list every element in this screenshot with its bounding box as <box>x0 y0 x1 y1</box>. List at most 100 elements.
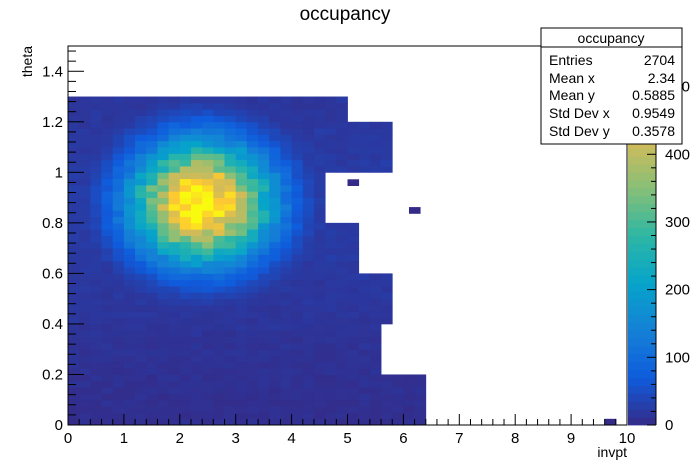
colorbar-segment <box>628 409 656 418</box>
heatmap-cell <box>224 317 237 325</box>
heatmap-cell <box>291 399 304 407</box>
heatmap-cell <box>213 368 225 375</box>
heatmap-cell <box>90 361 102 369</box>
heatmap-cell <box>101 159 114 167</box>
y-axis: 00.20.40.60.811.21.4 <box>42 50 84 434</box>
heatmap-cell <box>347 140 360 148</box>
heatmap-cell <box>313 191 326 198</box>
heatmap-cell <box>313 235 326 243</box>
heatmap-cell <box>90 172 102 180</box>
heatmap-cell <box>157 241 170 249</box>
heatmap-cell <box>258 166 270 173</box>
heatmap-cell <box>347 298 360 306</box>
heatmap-cell <box>168 178 181 186</box>
heatmap-cell <box>313 121 326 129</box>
heatmap-cell <box>190 418 203 426</box>
heatmap-cell <box>258 191 270 198</box>
heatmap-cell <box>269 248 281 255</box>
heatmap-cell <box>202 368 214 375</box>
heatmap-cell <box>336 380 348 388</box>
heatmap-cell <box>224 349 237 356</box>
x-axis-title: invpt <box>597 444 627 460</box>
heatmap-cell <box>190 267 203 274</box>
heatmap-cell <box>90 286 102 293</box>
x-tick-label: 10 <box>619 430 636 447</box>
heatmap-cell <box>157 361 170 369</box>
heatmap-cell <box>325 304 337 312</box>
heatmap-cell <box>79 273 91 281</box>
heatmap-cell <box>280 254 292 262</box>
heatmap-cell <box>325 254 337 262</box>
heatmap-cell <box>325 153 337 161</box>
heatmap-cell <box>336 267 348 274</box>
heatmap-cell <box>336 387 348 394</box>
heatmap-cell <box>213 349 225 356</box>
heatmap-cell <box>291 222 304 230</box>
heatmap-cell <box>269 342 281 350</box>
heatmap-cell <box>213 241 225 249</box>
heatmap-cell <box>168 203 181 211</box>
heatmap-cell <box>369 336 382 344</box>
heatmap-cell <box>123 342 136 350</box>
heatmap-cell <box>190 241 203 249</box>
heatmap-cell <box>68 368 80 375</box>
heatmap-cell <box>336 393 348 401</box>
heatmap-cell <box>123 361 136 369</box>
heatmap-cell <box>157 102 170 110</box>
heatmap-cell <box>101 361 114 369</box>
heatmap-cell <box>213 361 225 369</box>
heatmap-cell <box>347 222 360 230</box>
heatmap-cell <box>157 267 170 274</box>
heatmap-cell <box>280 286 292 293</box>
heatmap-cell <box>381 304 393 312</box>
heatmap-cell <box>135 178 147 186</box>
heatmap-cell <box>146 109 158 116</box>
heatmap-cell <box>280 368 292 375</box>
heatmap-cell <box>347 147 360 154</box>
heatmap-cell <box>269 304 281 312</box>
stats-box-title: occupancy <box>578 30 645 46</box>
heatmap-cell <box>157 298 170 306</box>
heatmap-cell <box>246 203 259 211</box>
heatmap-cell <box>258 229 270 236</box>
heatmap-cell <box>291 115 304 123</box>
heatmap-cell <box>179 406 192 413</box>
heatmap-cell <box>135 147 147 154</box>
heatmap-cell <box>313 184 326 192</box>
heatmap-cell <box>123 273 136 281</box>
heatmap-cell <box>325 374 337 382</box>
heatmap-cell <box>190 191 203 198</box>
heatmap-cell <box>246 178 259 186</box>
heatmap-cell <box>358 399 371 407</box>
heatmap-cell <box>336 96 348 104</box>
heatmap-cell <box>190 406 203 413</box>
heatmap-cell <box>90 304 102 312</box>
heatmap-cell <box>168 399 181 407</box>
heatmap-cell <box>79 380 91 388</box>
heatmap-cell <box>269 178 281 186</box>
heatmap-cell <box>112 393 125 401</box>
heatmap-cell <box>202 317 214 325</box>
heatmap-cell <box>157 191 170 198</box>
heatmap-cell <box>235 128 248 135</box>
y-axis-title: theta <box>19 46 35 77</box>
heatmap-cell <box>258 102 270 110</box>
heatmap-cell <box>246 292 259 300</box>
heatmap-cell <box>347 418 360 426</box>
heatmap-cell <box>258 172 270 180</box>
heatmap-cell <box>79 361 91 369</box>
heatmap-cell <box>79 102 91 110</box>
heatmap-cell <box>213 406 225 413</box>
heatmap-cell <box>246 298 259 306</box>
heatmap-cell <box>202 102 214 110</box>
heatmap-cell <box>291 102 304 110</box>
heatmap-cell <box>347 241 360 249</box>
heatmap-cell <box>168 191 181 198</box>
heatmap-cell <box>157 368 170 375</box>
chart-title: occupancy <box>300 4 391 25</box>
heatmap-cell <box>146 393 158 401</box>
heatmap-cell <box>269 109 281 116</box>
heatmap-cell <box>235 166 248 173</box>
heatmap-cell <box>179 330 192 337</box>
heatmap-cell <box>381 121 393 129</box>
